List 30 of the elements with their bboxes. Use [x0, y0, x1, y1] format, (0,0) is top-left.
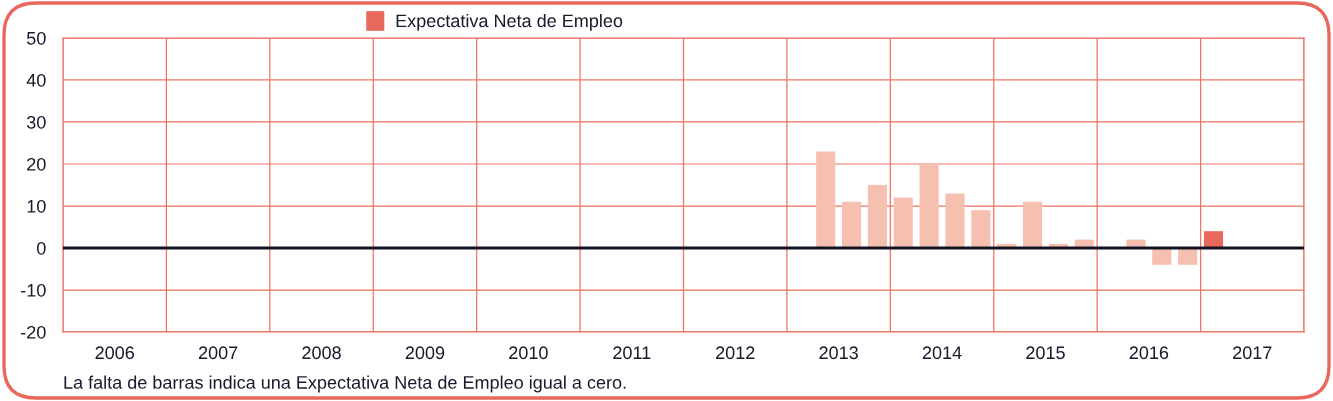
y-tick-label: 50	[26, 31, 46, 45]
x-tick-label: 2013	[819, 346, 858, 360]
x-tick-label: 2012	[716, 346, 755, 360]
bar	[841, 201, 862, 248]
y-tick-label: 30	[26, 115, 46, 129]
y-tick-label: 40	[26, 73, 46, 87]
bar	[919, 164, 939, 248]
bar	[1022, 201, 1043, 248]
y-tick-label: 10	[27, 199, 46, 213]
y-tick-label: -20	[21, 325, 46, 339]
x-tick-label: 2010	[509, 346, 548, 360]
x-tick-label: 2015	[1026, 346, 1065, 360]
legend-label: Expectativa Neta de Empleo	[396, 13, 623, 31]
bar	[945, 193, 965, 248]
x-tick-label: 2009	[405, 346, 445, 360]
x-tick-label: 2016	[1129, 346, 1169, 360]
y-tick-label: 0	[37, 241, 46, 255]
y-tick-label: -10	[21, 283, 46, 297]
text: La falta de barras indica una Expectativa Neta de Empleo igual a cero.	[64, 375, 626, 393]
bar	[893, 197, 913, 248]
x-tick-label: 2017	[1233, 346, 1272, 360]
bar	[816, 151, 836, 248]
bar	[971, 210, 991, 248]
x-tick-label: 2008	[302, 346, 341, 360]
x-tick-label: 2014	[922, 346, 962, 360]
bar	[867, 185, 887, 248]
x-tick-label: 2011	[613, 346, 651, 360]
x-tick-label: 2007	[198, 346, 238, 360]
x-tick-label: 2006	[95, 346, 134, 360]
y-tick-label: 20	[27, 157, 46, 171]
